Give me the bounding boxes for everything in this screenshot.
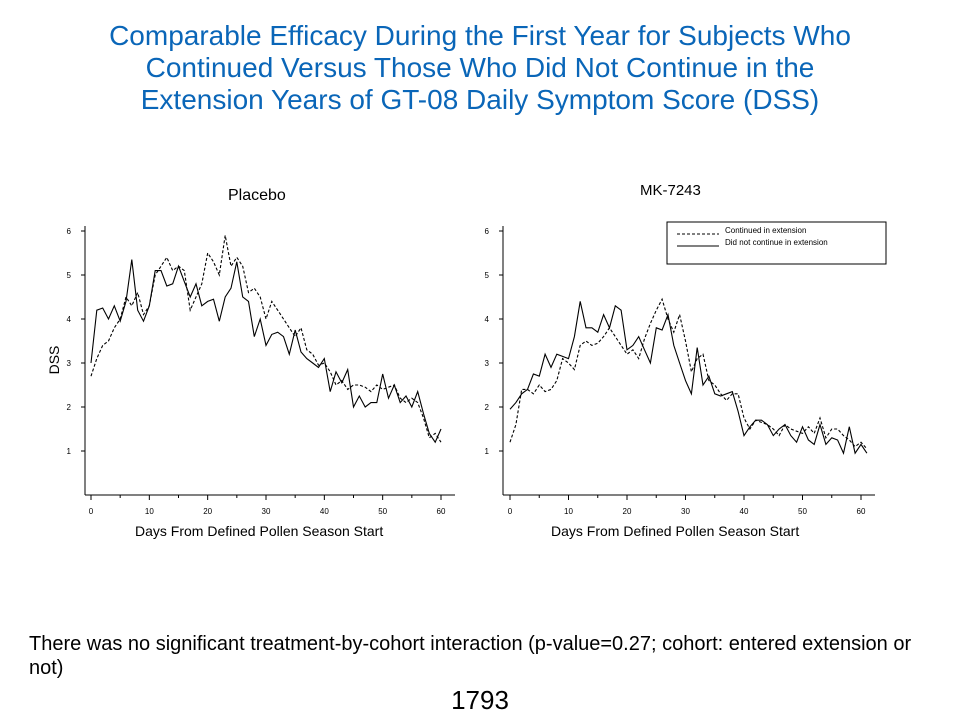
title-line-2: Continued Versus Those Who Did Not Conti… [145,52,815,83]
placebo-y-tick-label: 6 [67,227,72,236]
placebo-x-tick-label: 30 [262,507,271,516]
mk7243-series-dashed [509,297,868,450]
placebo-x-axis-label: Days From Defined Pollen Season Start [135,523,384,539]
mk7243-y-tick-label: 2 [485,403,490,412]
mk7243-x-tick-label: 0 [508,507,513,516]
placebo-y-tick-label: 2 [67,403,72,412]
mk7243-series-solid [509,301,868,455]
mk7243-y-tick-label: 1 [485,447,490,456]
legend-label: Continued in extension [725,226,806,235]
title-line-1: Comparable Efficacy During the First Yea… [109,20,851,51]
placebo-y-tick-label: 1 [67,447,72,456]
placebo-y-tick-label: 4 [67,315,72,324]
placebo-x-tick-label: 40 [320,507,329,516]
mk7243-x-tick-label: 50 [798,507,807,516]
placebo-x-tick-label: 50 [378,507,387,516]
placebo-x-tick-label: 0 [89,507,94,516]
slide-title: Comparable Efficacy During the First Yea… [20,20,940,116]
placebo-y-tick-label: 5 [67,271,72,280]
placebo-x-tick-label: 20 [203,507,212,516]
legend-label: Did not continue in extension [725,238,828,247]
mk7243-x-tick-label: 20 [623,507,632,516]
placebo-y-tick-label: 3 [67,359,72,368]
footnote: There was no significant treatment-by-co… [29,633,912,679]
mk7243-y-tick-label: 4 [485,315,490,324]
mk7243-x-tick-label: 30 [681,507,690,516]
placebo-series-solid [90,259,442,444]
placebo-panel-title: Placebo [228,187,286,204]
mk7243-x-tick-label: 60 [857,507,866,516]
placebo-series-dashed [90,235,442,443]
mk7243-y-tick-label: 3 [485,359,490,368]
placebo-x-tick-label: 60 [437,507,446,516]
title-line-3: Extension Years of GT-08 Daily Symptom S… [140,84,820,115]
mk7243-panel-title: MK-7243 [640,182,701,199]
mk7243-y-tick-label: 6 [485,227,490,236]
mk7243-x-tick-label: 10 [564,507,573,516]
mk7243-x-axis-label: Days From Defined Pollen Season Start [551,523,800,539]
mk7243-x-tick-label: 40 [740,507,749,516]
page-number: 1793 [451,685,509,715]
legend-box [666,221,887,265]
placebo-x-tick-label: 10 [145,507,154,516]
mk7243-y-tick-label: 5 [485,271,490,280]
